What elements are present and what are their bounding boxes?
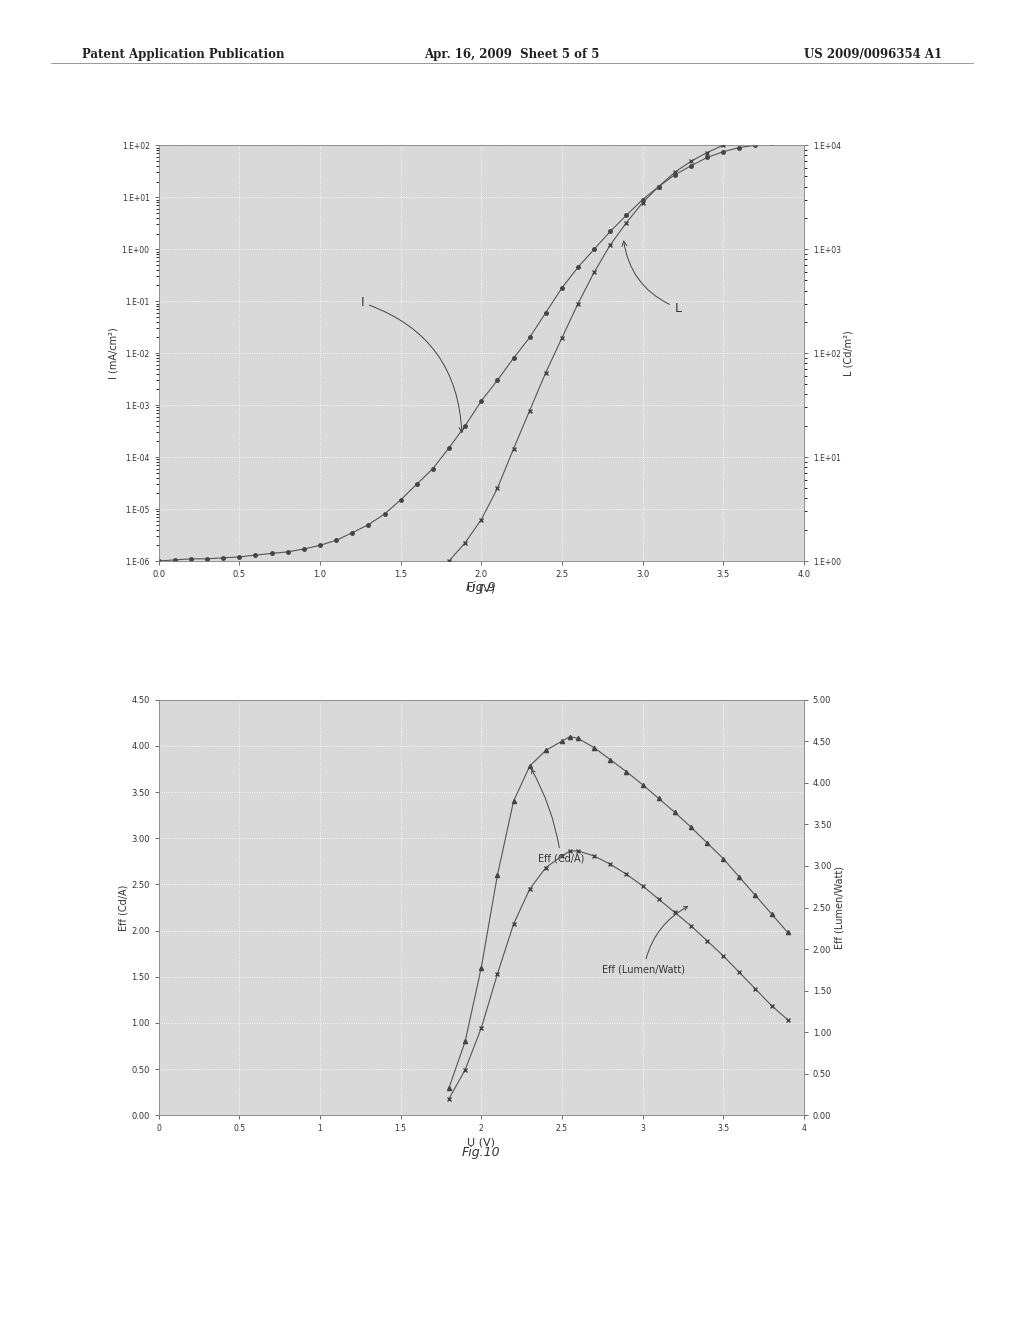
Text: Fig.9: Fig.9 bbox=[466, 581, 497, 594]
Text: Apr. 16, 2009  Sheet 5 of 5: Apr. 16, 2009 Sheet 5 of 5 bbox=[424, 48, 600, 61]
Y-axis label: Eff (Cd/A): Eff (Cd/A) bbox=[119, 884, 128, 931]
Text: Eff (Cd/A): Eff (Cd/A) bbox=[531, 770, 584, 863]
Text: L: L bbox=[622, 242, 682, 314]
Text: I: I bbox=[360, 296, 464, 433]
Text: US 2009/0096354 A1: US 2009/0096354 A1 bbox=[804, 48, 942, 61]
Text: Eff (Lumen/Watt): Eff (Lumen/Watt) bbox=[602, 907, 687, 974]
Text: Fig.10: Fig.10 bbox=[462, 1146, 501, 1159]
X-axis label: U (V): U (V) bbox=[467, 1138, 496, 1147]
Text: Patent Application Publication: Patent Application Publication bbox=[82, 48, 285, 61]
Y-axis label: Eff (Lumen/Watt): Eff (Lumen/Watt) bbox=[835, 866, 844, 949]
Y-axis label: I (mA/cm²): I (mA/cm²) bbox=[109, 327, 119, 379]
X-axis label: U (V): U (V) bbox=[467, 583, 496, 593]
Y-axis label: L (Cd/m²): L (Cd/m²) bbox=[844, 330, 854, 376]
